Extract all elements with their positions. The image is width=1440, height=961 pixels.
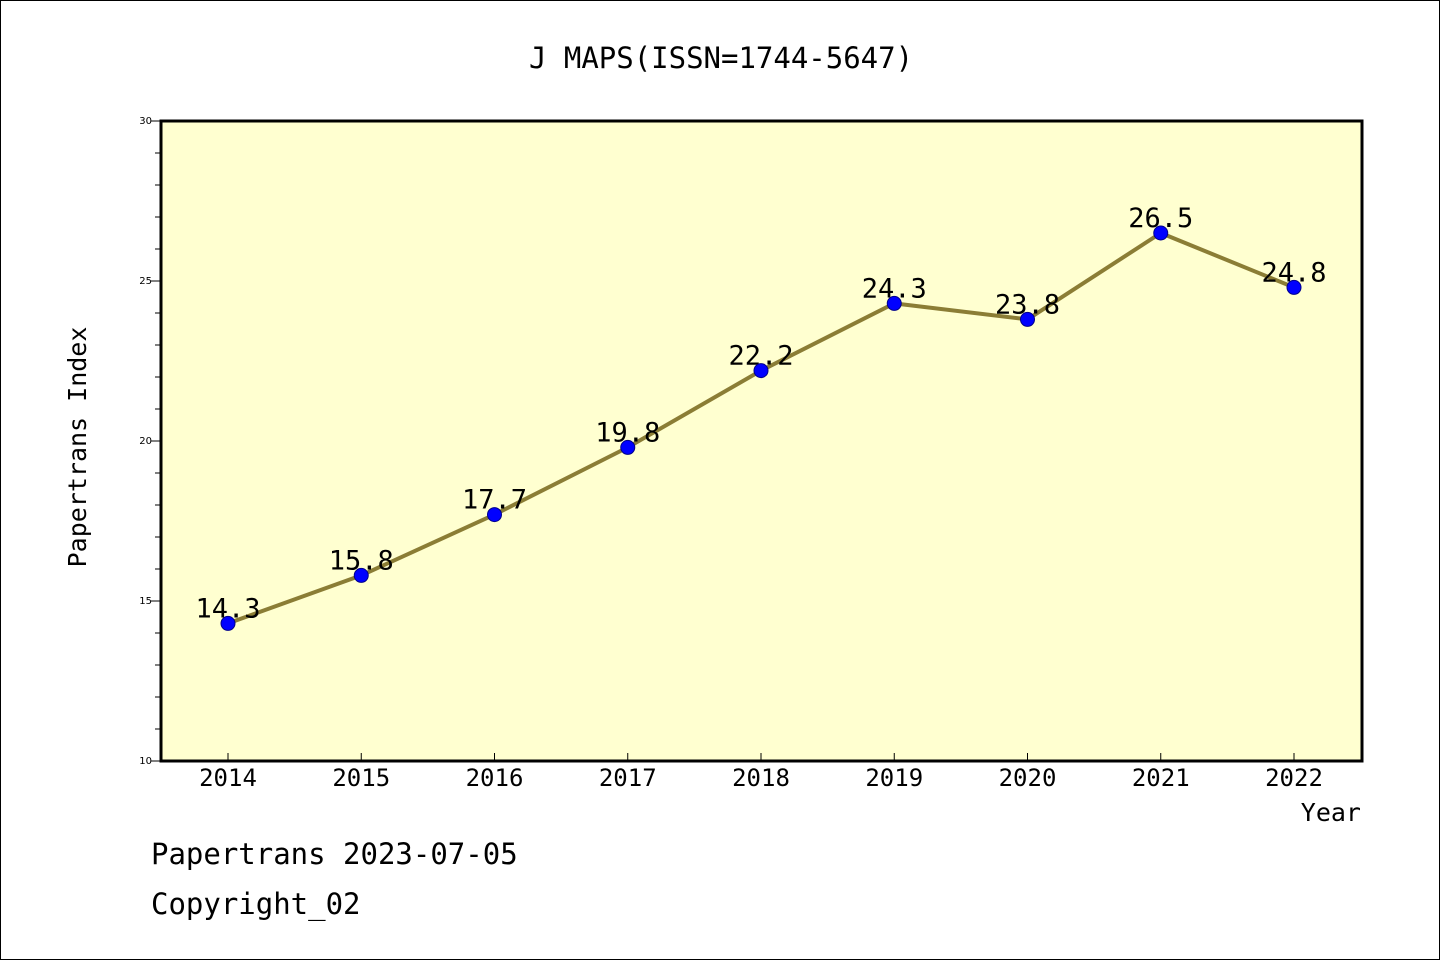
y-axis: 10 15 20 25 30 — [139, 116, 161, 767]
series-group: 14.315.817.719.822.224.323.826.524.8 — [195, 203, 1327, 631]
data-point — [1286, 279, 1302, 295]
x-tick-label: 2017 — [599, 764, 657, 792]
data-point — [353, 567, 369, 583]
x-tick-label: 2014 — [199, 764, 257, 792]
data-point — [220, 615, 236, 631]
x-tick-label: 2022 — [1265, 764, 1323, 792]
x-axis-label: Year — [1301, 798, 1361, 827]
y-tick-label: 25 — [139, 276, 152, 287]
data-point — [753, 363, 769, 379]
data-point — [886, 295, 902, 311]
x-tick-label: 2020 — [999, 764, 1057, 792]
data-point — [620, 439, 636, 455]
x-tick-label: 2016 — [466, 764, 524, 792]
y-tick-label: 30 — [139, 116, 152, 127]
y-tick-label: 20 — [139, 436, 152, 447]
x-tick-label: 2015 — [332, 764, 390, 792]
y-tick-label: 15 — [139, 596, 152, 607]
x-tick-label: 2021 — [1132, 764, 1190, 792]
data-point — [487, 507, 502, 523]
chart-title: J MAPS(ISSN=1744-5647) — [529, 41, 913, 75]
y-axis-label: Papertrans Index — [63, 327, 92, 568]
data-point — [1153, 225, 1169, 241]
footer-date: Papertrans 2023-07-05 — [151, 837, 518, 871]
x-axis: 2014 2015 2016 2017 2018 2019 2020 2021 2022 — [199, 753, 1323, 792]
footer-copyright: Copyright_02 — [151, 887, 361, 921]
x-tick-label: 2018 — [732, 764, 790, 792]
y-tick-label: 10 — [139, 756, 152, 767]
x-tick-label: 2019 — [865, 764, 923, 792]
data-point — [1020, 311, 1035, 327]
